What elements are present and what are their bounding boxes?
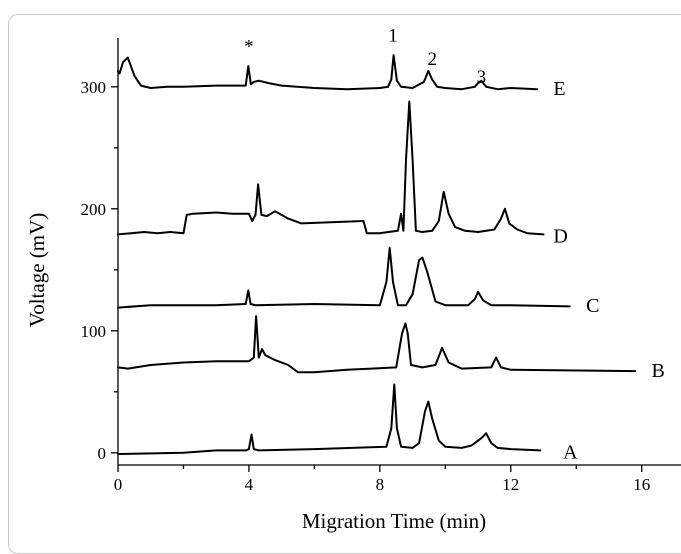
- figure-frame: [8, 14, 681, 554]
